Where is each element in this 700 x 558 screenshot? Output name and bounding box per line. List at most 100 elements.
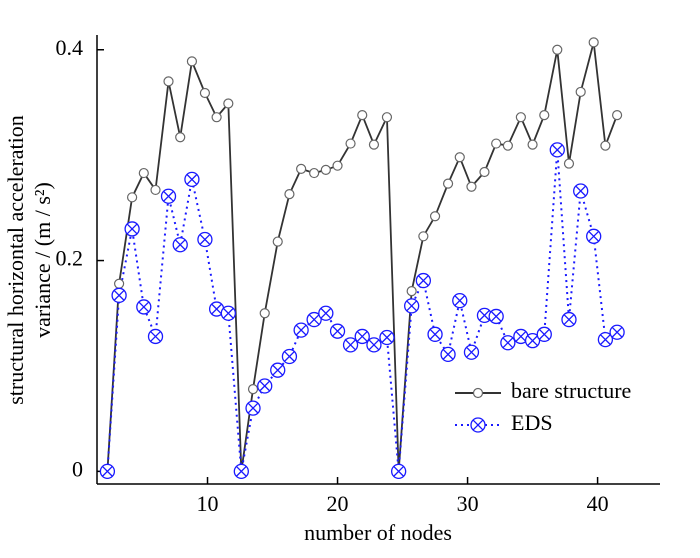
point: [563, 158, 575, 169]
point-cross: [138, 301, 150, 313]
point: [233, 463, 249, 480]
legend-marker: [472, 387, 484, 399]
point-cross: [429, 328, 441, 340]
point: [257, 378, 273, 394]
x-tick-label: 10: [197, 491, 219, 516]
point: [368, 139, 380, 150]
point: [379, 329, 395, 346]
point: [611, 110, 623, 121]
y-tick-label: 0.2: [56, 246, 84, 271]
point-cross: [490, 311, 502, 322]
point: [114, 278, 125, 289]
point-cross: [454, 295, 466, 306]
point: [124, 221, 140, 237]
point: [220, 305, 236, 321]
point: [306, 311, 322, 328]
point-cross: [551, 144, 563, 156]
point-cross: [368, 339, 380, 351]
point: [452, 292, 468, 309]
point: [415, 272, 432, 289]
point-cross: [515, 331, 527, 342]
point: [573, 183, 589, 199]
point-cross: [393, 465, 405, 477]
point: [111, 287, 127, 303]
point: [524, 333, 541, 349]
point: [442, 178, 454, 189]
legend-marker-cross: [472, 419, 484, 431]
y-tick-label: 0.4: [56, 35, 84, 60]
point: [357, 110, 368, 121]
point-cross: [295, 324, 307, 336]
point-cross: [163, 190, 174, 202]
point-cross: [588, 230, 600, 242]
y-tick-label: 0: [72, 456, 83, 481]
point: [454, 152, 465, 163]
point-cross: [320, 307, 332, 319]
point: [345, 138, 356, 149]
point: [309, 167, 320, 179]
point-cross: [479, 310, 490, 321]
point: [245, 400, 261, 416]
point: [404, 298, 420, 314]
point-cross: [102, 465, 113, 477]
point-cross: [308, 314, 320, 325]
point: [488, 308, 504, 325]
point: [366, 337, 382, 353]
point: [515, 112, 526, 123]
point: [561, 311, 577, 328]
point-cross: [186, 174, 198, 185]
point: [281, 348, 298, 365]
x-tick-label: 20: [327, 491, 349, 516]
point-cross: [113, 289, 125, 301]
point: [197, 231, 213, 248]
point: [293, 322, 309, 338]
point: [597, 331, 614, 348]
point: [186, 56, 198, 67]
point-cross: [600, 334, 611, 345]
point-cross: [356, 331, 368, 342]
point: [184, 171, 200, 188]
point: [172, 237, 188, 253]
point: [150, 184, 161, 196]
point: [199, 87, 211, 99]
point: [342, 337, 359, 353]
point-cross: [222, 307, 234, 319]
point: [270, 362, 286, 378]
point: [539, 110, 550, 121]
legend-label: EDS: [511, 410, 553, 435]
point-cross: [150, 331, 161, 342]
point: [429, 211, 441, 222]
y-axis-label: structural horizontal acceleration: [3, 115, 28, 405]
point-cross: [272, 364, 284, 376]
point: [175, 132, 186, 143]
y-axis-label: variance / (m / s²): [30, 182, 55, 338]
point: [552, 44, 563, 55]
point: [147, 328, 164, 345]
point: [586, 228, 602, 244]
point: [588, 37, 599, 48]
point: [332, 160, 343, 171]
point: [223, 98, 234, 109]
point-cross: [466, 346, 477, 358]
point: [211, 112, 222, 123]
point: [391, 463, 407, 480]
x-tick-label: 30: [457, 491, 479, 516]
series-line: [106, 42, 618, 472]
point-cross: [259, 380, 271, 392]
point: [160, 188, 177, 204]
point: [575, 86, 586, 98]
point: [284, 189, 295, 200]
point-cross: [235, 465, 247, 477]
point: [259, 308, 270, 319]
point: [329, 323, 346, 339]
point: [138, 167, 149, 179]
point-cross: [442, 348, 454, 360]
point: [418, 231, 429, 242]
point-cross: [527, 335, 538, 347]
point: [491, 138, 502, 149]
point: [502, 140, 513, 151]
point-cross: [563, 314, 575, 325]
point: [463, 344, 480, 360]
point: [318, 305, 334, 321]
point: [466, 181, 477, 192]
